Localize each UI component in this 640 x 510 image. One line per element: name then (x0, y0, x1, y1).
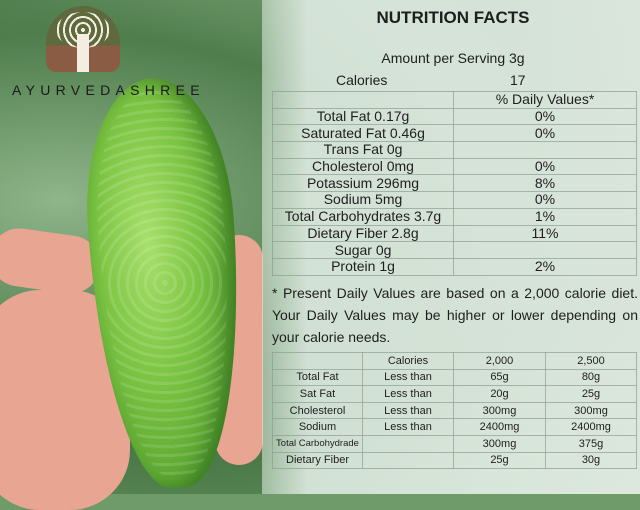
serving-amount: Amount per Serving 3g (381, 50, 525, 66)
daily-values-footnote: * Present Daily Values are based on a 2,… (272, 285, 638, 345)
reference-cell: 2,500 (545, 352, 637, 370)
nutrient-label: Trans Fat 0g (272, 141, 454, 159)
nutrient-daily-value: 2% (453, 257, 637, 276)
table-row: Trans Fat 0g (272, 141, 637, 159)
reference-cell: 2400mg (545, 418, 637, 436)
daily-values-header: % Daily Values* (453, 91, 637, 109)
reference-cell: Cholesterol (272, 401, 363, 420)
table-row: Potassium 296mg 8% (272, 174, 637, 193)
table-row: Calories 2,000 2,500 (272, 352, 637, 370)
reference-cell: 2,000 (453, 352, 546, 370)
reference-cell (362, 434, 454, 453)
table-row: Dietary Fiber 25g 30g (272, 451, 637, 470)
reference-cell: 30g (545, 451, 637, 470)
nutrient-daily-value: 0% (453, 124, 637, 143)
reference-cell: 300mg (453, 434, 546, 453)
nutrient-label: Sodium 5mg (272, 191, 454, 209)
nutrient-daily-value: 8% (453, 174, 637, 193)
nutrient-label: Total Fat 0.17g (272, 107, 454, 126)
reference-cell: Total Fat (272, 368, 363, 387)
table-row: Protein 1g 2% (272, 257, 637, 276)
reference-cell: Sodium (272, 418, 363, 436)
reference-cell: 20g (453, 385, 546, 403)
nutrient-label: Sugar 0g (272, 241, 454, 259)
reference-cell: Calories (362, 352, 454, 370)
nutrient-label: Total Carbohydrates 3.7g (272, 207, 454, 226)
reference-cell: 65g (453, 368, 546, 387)
daily-reference-table: Calories 2,000 2,500 Total Fat Less than 65g 8… (272, 352, 637, 470)
table-row: Total Fat 0.17g 0% (272, 107, 637, 126)
nutrient-label: Potassium 296mg (272, 174, 454, 193)
reference-cell: 25g (453, 451, 546, 470)
nutrient-label: Dietary Fiber 2.8g (272, 224, 454, 243)
table-row: Total Carbohydrates 3.7g 1% (272, 207, 637, 226)
reference-cell: 80g (545, 368, 637, 387)
table-row: Cholesterol Less than 300mg 300mg (272, 401, 637, 420)
nutrient-label: Protein 1g (272, 257, 454, 276)
nutrient-daily-value: 0% (453, 157, 637, 176)
reference-cell (272, 352, 363, 370)
reference-cell: Dietary Fiber (272, 451, 363, 470)
calories-value: 17 (510, 72, 526, 88)
nutrient-daily-value: 0% (453, 191, 637, 209)
brand-name: AYURVEDASHREE (12, 82, 205, 98)
reference-cell: Sat Fat (272, 385, 363, 403)
reference-cell: 375g (545, 434, 637, 453)
reference-cell: 2400mg (453, 418, 546, 436)
nutrition-table: % Daily Values* Total Fat 0.17g 0% Saturat… (272, 91, 637, 276)
nutrient-daily-value: 11% (453, 224, 637, 243)
nutrient-daily-value (453, 241, 637, 259)
table-row: Sat Fat Less than 20g 25g (272, 385, 637, 403)
nutrient-daily-value: 0% (453, 107, 637, 126)
nutrient-label: Saturated Fat 0.46g (272, 124, 454, 143)
reference-cell: Less than (362, 368, 454, 387)
table-header-row: % Daily Values* (272, 91, 637, 109)
table-row: Cholesterol 0mg 0% (272, 157, 637, 176)
reference-cell: Less than (362, 401, 454, 420)
nutrient-daily-value: 1% (453, 207, 637, 226)
brand-logo-tree-icon (46, 6, 120, 72)
table-row: Total Carbohydrade 300mg 375g (272, 434, 637, 453)
table-row: Sodium 5mg 0% (272, 191, 637, 209)
reference-cell: Less than (362, 385, 454, 403)
table-row: Total Fat Less than 65g 80g (272, 368, 637, 387)
table-row: Sugar 0g (272, 241, 637, 259)
reference-cell (362, 451, 454, 470)
reference-cell: 300mg (453, 401, 546, 420)
reference-cell: 25g (545, 385, 637, 403)
table-row: Sodium Less than 2400mg 2400mg (272, 418, 637, 436)
reference-cell: Less than (362, 418, 454, 436)
reference-cell: Total Carbohydrade (272, 434, 363, 453)
reference-cell: 300mg (545, 401, 637, 420)
calories-label: Calories (336, 72, 388, 88)
page-title: NUTRITION FACTS (376, 8, 530, 27)
nutrient-daily-value (453, 141, 637, 159)
table-row: Saturated Fat 0.46g 0% (272, 124, 637, 143)
nutrient-label: Cholesterol 0mg (272, 157, 454, 176)
table-row: Dietary Fiber 2.8g 11% (272, 224, 637, 243)
